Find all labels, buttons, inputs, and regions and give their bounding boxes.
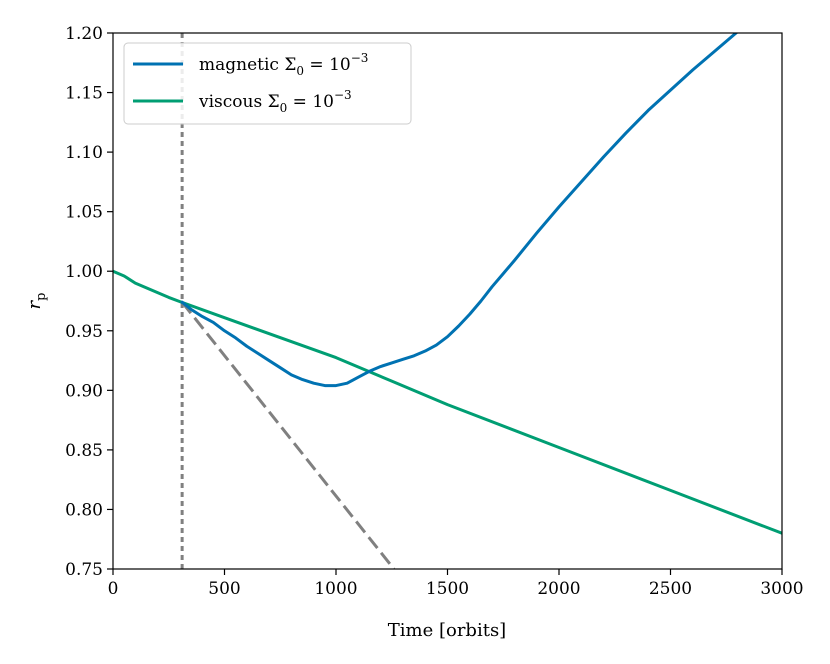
series-line-extrapolation	[180, 301, 396, 569]
series-line-viscous	[113, 269, 782, 535]
series-line-magnetic	[180, 33, 739, 388]
y-tick-label: 0.85	[65, 441, 103, 461]
y-tick-label: 1.00	[65, 262, 103, 282]
y-tick-label: 0.80	[65, 500, 103, 520]
x-axis-ticks: 0 500 1000 1500 2000 2500 3000	[108, 569, 804, 599]
legend-viscous-exp: −3	[334, 88, 352, 102]
legend-box	[123, 42, 412, 125]
legend-magnetic-exp: −3	[351, 51, 369, 65]
legend-magnetic-sub: 0	[296, 64, 304, 78]
legend-magnetic-main: magnetic Σ	[199, 55, 296, 75]
x-tick-label: 500	[208, 579, 240, 599]
x-axis-label: Time [orbits]	[388, 620, 506, 641]
y-tick-label: 1.20	[65, 24, 103, 44]
legend-viscous-sub: 0	[280, 101, 288, 115]
y-axis-label: rp	[24, 293, 49, 310]
legend-magnetic-eq: = 10	[304, 55, 351, 75]
y-tick-label: 0.90	[65, 381, 103, 401]
y-axis-ticks: 0.75 0.80 0.85 0.90 0.95 1.00 1.05 1.10 1.15 1.20	[65, 24, 113, 580]
y-tick-label: 1.10	[65, 143, 103, 163]
y-axis-label-subscript: p	[34, 293, 49, 301]
x-tick-label: 0	[108, 579, 119, 599]
y-tick-label: 1.05	[65, 203, 103, 223]
x-tick-label: 2500	[649, 579, 692, 599]
x-tick-label: 1500	[426, 579, 469, 599]
legend-viscous-eq: = 10	[287, 92, 334, 112]
legend-viscous-main: viscous Σ	[198, 92, 280, 112]
y-tick-label: 0.75	[65, 560, 103, 580]
legend-label-viscous: viscous Σ0 = 10−3	[198, 88, 352, 115]
y-axis-label-main: r	[24, 299, 45, 309]
series-layer	[113, 33, 782, 569]
legend: magnetic Σ0 = 10−3 viscous Σ0 = 10−3	[123, 42, 412, 125]
legend-label-magnetic: magnetic Σ0 = 10−3	[199, 51, 368, 78]
x-tick-label: 3000	[760, 579, 803, 599]
x-tick-label: 2000	[537, 579, 580, 599]
y-tick-label: 1.15	[65, 84, 103, 104]
y-tick-label: 0.95	[65, 322, 103, 342]
x-tick-label: 1000	[314, 579, 357, 599]
